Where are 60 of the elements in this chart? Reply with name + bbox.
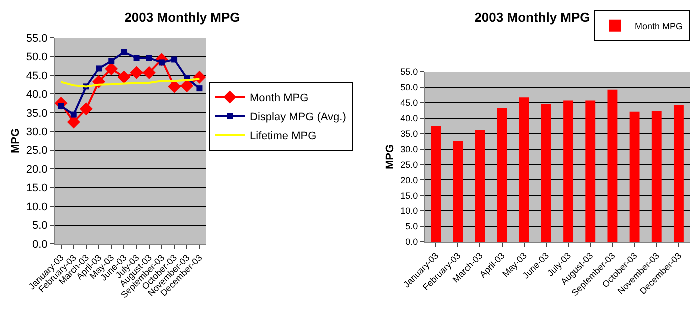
y-tick-label: 20.0 [26,164,48,176]
bar [453,142,464,242]
point [196,86,203,92]
point [105,62,118,76]
bar [541,104,552,242]
y-axis-title: MPG [384,144,396,170]
point [168,80,182,94]
point [70,112,77,118]
bar [475,130,486,242]
bar [519,98,530,242]
bar [630,112,640,242]
bar [564,100,574,242]
y-tick-label: 30.0 [400,144,418,154]
point [146,55,152,62]
y-tick-label: 30.0 [26,126,48,138]
y-tick-label: 20.0 [400,175,418,186]
y-tick-label: 45.0 [26,70,48,82]
chart-title: 2003 Monthly MPG [474,10,590,25]
y-tick-label: 0.0 [406,237,418,248]
bar [674,105,684,242]
legend-label: Display MPG (Avg.) [250,112,346,124]
point [130,66,144,80]
legend-label: Lifetime MPG [250,130,317,143]
point [96,66,102,72]
y-tick-label: 40.0 [26,89,48,102]
point [134,55,140,62]
y-tick-label: 5.0 [406,222,418,232]
y-tick-label: 15.0 [400,190,418,201]
point [180,79,194,92]
y-tick-label: 25.0 [26,145,48,158]
point [108,58,115,64]
y-tick-label: 10.0 [400,206,418,216]
y-axis-title: MPG [10,128,22,154]
point [118,70,131,84]
y-tick-label: 55.0 [26,32,48,45]
bar [586,100,596,242]
y-tick-label: 35.0 [26,108,48,120]
point [80,102,93,116]
y-tick-label: 25.0 [400,160,418,170]
y-tick-label: 40.0 [400,114,418,124]
point [142,66,156,80]
point [67,116,80,129]
y-tick-label: 55.0 [400,67,418,78]
chart-title: 2003 Monthly MPG [124,10,240,25]
legend-label: Month MPG [635,21,684,32]
y-tick-label: 5.0 [32,220,48,232]
bar [608,90,618,242]
legend-label: Month MPG [250,92,309,105]
y-tick-label: 10.0 [26,201,48,214]
point [121,49,128,56]
bar [431,126,442,242]
y-tick-label: 35.0 [400,128,418,139]
y-tick-label: 0.0 [32,238,48,251]
y-tick-label: 45.0 [400,98,418,108]
y-tick-label: 50.0 [400,82,418,93]
bar [497,108,508,242]
bar [652,111,662,242]
y-tick-label: 50.0 [26,52,48,64]
point [172,56,178,63]
y-tick-label: 15.0 [26,182,48,195]
